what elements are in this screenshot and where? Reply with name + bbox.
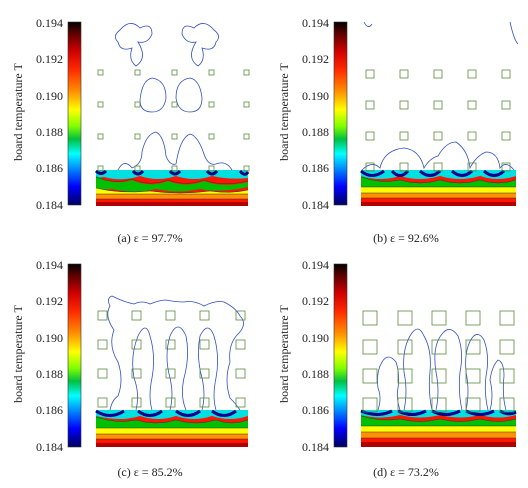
temperature-field — [94, 169, 250, 206]
tick-label: 0.194 — [302, 16, 329, 30]
tick-label: 0.192 — [36, 52, 63, 66]
tick-label: 0.188 — [302, 367, 329, 381]
tick-label: 0.190 — [302, 89, 329, 103]
tick-label: 0.188 — [36, 125, 63, 139]
colorbar-ticks: 0.194 0.192 0.190 0.188 0.186 0.184 — [302, 16, 329, 212]
tick-label: 0.186 — [302, 403, 329, 417]
contour-lines — [95, 416, 249, 440]
tick-label: 0.188 — [302, 125, 329, 139]
tick-label: 0.194 — [302, 258, 329, 272]
tick-label: 0.194 — [36, 16, 63, 30]
temperature-field — [360, 409, 517, 447]
colorbar-ticks: 0.194 0.192 0.190 0.188 0.186 0.184 — [36, 16, 63, 212]
tick-label: 0.190 — [36, 331, 63, 345]
temperature-field — [360, 169, 516, 206]
colorbar-label: board temperature T — [277, 304, 291, 402]
colorbar-label: board temperature T — [11, 62, 25, 160]
isotherm-lines — [107, 295, 244, 411]
tick-label: 0.184 — [302, 198, 329, 212]
isotherm-lines — [377, 328, 507, 411]
colorbar — [333, 21, 348, 206]
tick-label: 0.192 — [302, 294, 329, 308]
sensor-markers — [97, 310, 246, 408]
colorbar-label: board temperature T — [11, 304, 25, 402]
tick-label: 0.188 — [36, 367, 63, 381]
tick-label: 0.194 — [36, 258, 63, 272]
tick-label: 0.186 — [302, 161, 329, 175]
panel-caption: (a) ε = 97.7% — [117, 231, 182, 245]
tick-label: 0.190 — [302, 331, 329, 345]
tick-label: 0.190 — [36, 89, 63, 103]
colorbar — [67, 21, 82, 206]
colorbar-ticks: 0.194 0.192 0.190 0.188 0.186 0.184 — [302, 258, 329, 454]
contour-lines — [360, 415, 517, 439]
panel-c: board temperature T 0.194 0.192 0.190 0.… — [11, 258, 249, 479]
colorbar-label: board temperature T — [277, 62, 291, 160]
sensor-markers — [365, 69, 511, 172]
panel-caption: (d) ε = 73.2% — [373, 465, 439, 479]
contour-lines — [360, 176, 517, 199]
contour-lines — [95, 176, 249, 200]
colorbar-ticks: 0.194 0.192 0.190 0.188 0.186 0.184 — [36, 258, 63, 454]
sensor-markers — [97, 69, 250, 172]
temperature-field — [95, 409, 248, 447]
panel-caption: (b) ε = 92.6% — [373, 231, 439, 245]
colorbar — [67, 263, 82, 448]
tick-label: 0.186 — [36, 403, 63, 417]
tick-label: 0.184 — [36, 440, 63, 454]
sensor-markers — [362, 310, 515, 413]
panel-d: board temperature T 0.194 0.192 0.190 0.… — [277, 258, 517, 479]
tick-label: 0.192 — [302, 52, 329, 66]
tick-label: 0.186 — [36, 161, 63, 175]
panel-a: board temperature T 0.194 0.192 0.190 0.… — [11, 16, 250, 245]
isotherm-lines — [361, 21, 519, 171]
panel-caption: (c) ε = 85.2% — [117, 465, 182, 479]
colorbar — [333, 263, 348, 448]
tick-label: 0.184 — [302, 440, 329, 454]
tick-label: 0.192 — [36, 294, 63, 308]
isotherm-lines — [115, 23, 233, 171]
tick-label: 0.184 — [36, 198, 63, 212]
panel-b: board temperature T 0.194 0.192 0.190 0.… — [277, 16, 519, 245]
